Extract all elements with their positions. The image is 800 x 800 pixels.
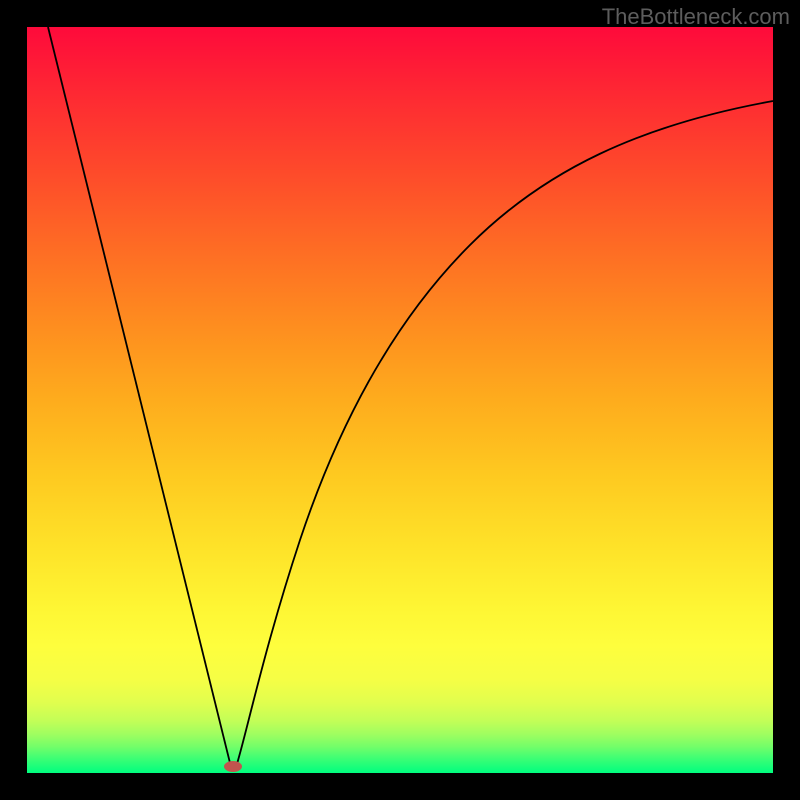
gradient-background — [27, 27, 773, 773]
chart-container: TheBottleneck.com — [0, 0, 800, 800]
bottleneck-chart — [0, 0, 800, 800]
watermark-text: TheBottleneck.com — [602, 4, 790, 30]
minimum-marker — [224, 761, 242, 772]
